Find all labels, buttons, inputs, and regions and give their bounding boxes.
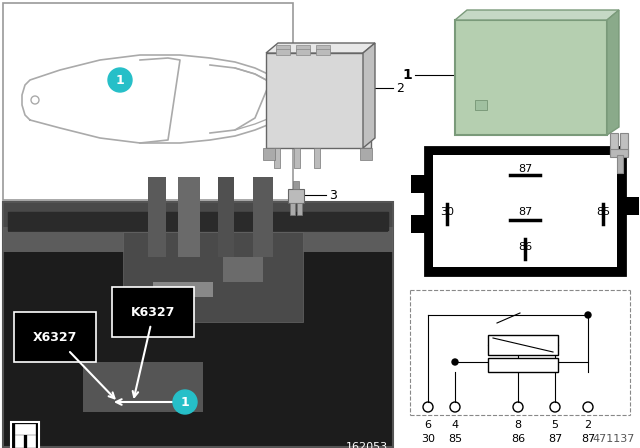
Polygon shape: [607, 10, 619, 135]
Bar: [253, 177, 273, 257]
Text: 162053: 162053: [346, 442, 388, 448]
Text: 30: 30: [440, 207, 454, 217]
Text: 6: 6: [424, 420, 431, 430]
Text: 5: 5: [552, 420, 559, 430]
Polygon shape: [363, 43, 375, 148]
Bar: [617, 155, 623, 173]
Bar: [316, 49, 330, 55]
Bar: [288, 189, 304, 203]
Bar: [293, 181, 299, 189]
Bar: [610, 149, 628, 157]
Text: 87: 87: [518, 164, 532, 174]
Bar: [148, 177, 166, 257]
Text: 87: 87: [518, 207, 532, 217]
Text: 1: 1: [180, 396, 189, 409]
Circle shape: [173, 390, 197, 414]
Bar: [276, 49, 290, 55]
Bar: [411, 175, 425, 193]
Bar: [625, 197, 639, 215]
Bar: [3, 202, 393, 252]
Text: K6327: K6327: [131, 306, 175, 319]
Bar: [27, 435, 35, 447]
Bar: [296, 49, 310, 55]
Bar: [266, 53, 371, 148]
Bar: [488, 358, 558, 372]
Bar: [411, 215, 425, 233]
Text: 86: 86: [518, 242, 532, 252]
Bar: [83, 362, 203, 412]
Bar: [3, 227, 393, 252]
Text: 1: 1: [116, 73, 124, 86]
Bar: [290, 203, 295, 215]
Text: 1: 1: [402, 68, 412, 82]
Bar: [3, 3, 293, 200]
Bar: [294, 148, 300, 168]
Bar: [15, 424, 35, 434]
Text: 471137: 471137: [593, 434, 635, 444]
Bar: [425, 147, 625, 275]
Bar: [8, 212, 388, 232]
Text: 87: 87: [548, 434, 562, 444]
Text: 86: 86: [511, 434, 525, 444]
Bar: [178, 177, 200, 257]
Bar: [433, 155, 617, 267]
Bar: [11, 422, 39, 448]
Bar: [360, 148, 372, 160]
Bar: [274, 148, 280, 168]
Circle shape: [585, 312, 591, 318]
Text: 3: 3: [329, 189, 337, 202]
Bar: [297, 203, 302, 215]
Text: 85: 85: [596, 207, 610, 217]
Bar: [123, 232, 303, 322]
Bar: [455, 20, 607, 135]
Bar: [153, 282, 213, 297]
Bar: [223, 257, 263, 282]
Text: 4: 4: [451, 420, 459, 430]
Bar: [314, 148, 320, 168]
Bar: [475, 100, 487, 110]
Bar: [218, 177, 234, 257]
Circle shape: [452, 359, 458, 365]
Bar: [620, 133, 628, 155]
Text: 2: 2: [396, 82, 404, 95]
Bar: [316, 45, 330, 51]
Bar: [263, 148, 275, 160]
Text: 8: 8: [515, 420, 522, 430]
Text: 87: 87: [581, 434, 595, 444]
Bar: [296, 45, 310, 51]
Text: X6327: X6327: [33, 331, 77, 344]
Bar: [276, 45, 290, 51]
Bar: [488, 335, 558, 355]
Text: 30: 30: [421, 434, 435, 444]
Circle shape: [108, 68, 132, 92]
Polygon shape: [266, 43, 375, 53]
Text: 2: 2: [584, 420, 591, 430]
Bar: [467, 17, 612, 127]
Bar: [610, 133, 618, 155]
Bar: [15, 435, 23, 447]
Polygon shape: [455, 10, 619, 20]
Bar: [3, 202, 393, 447]
Text: 85: 85: [448, 434, 462, 444]
